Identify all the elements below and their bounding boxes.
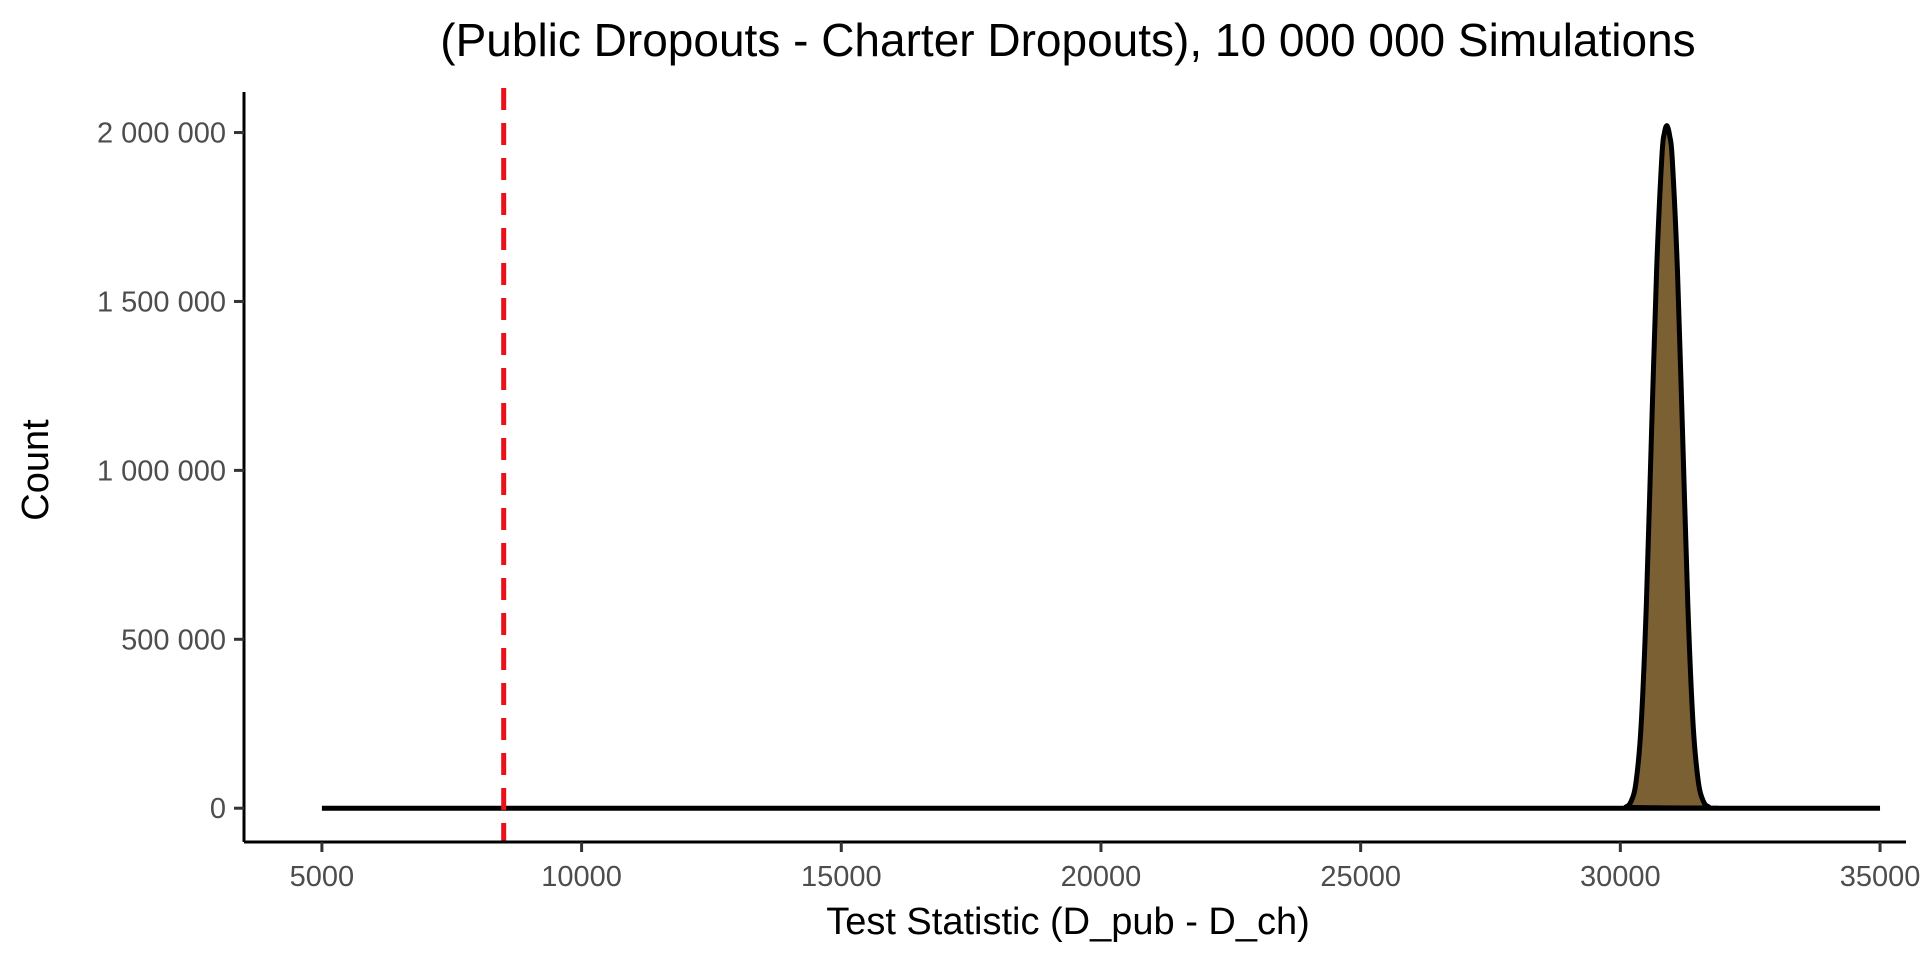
y-axis-label: Count bbox=[15, 419, 57, 521]
density-line-0 bbox=[321, 123, 1881, 811]
x-tick-label: 5000 bbox=[290, 861, 355, 893]
x-tick-label: 30000 bbox=[1580, 861, 1661, 893]
x-tick-label: 15000 bbox=[801, 861, 882, 893]
density-area-0 bbox=[321, 125, 1881, 809]
plot-area bbox=[321, 88, 1881, 842]
y-tick-label: 1 000 000 bbox=[97, 455, 226, 487]
x-axis: 5000 10000 15000 20000 25000 30000 35000 bbox=[244, 840, 1920, 893]
x-tick-label: 35000 bbox=[1840, 861, 1920, 893]
y-tick-label: 500 000 bbox=[121, 624, 226, 656]
x-tick-label: 10000 bbox=[541, 861, 622, 893]
y-tick-label: 1 500 000 bbox=[97, 286, 226, 318]
x-tick-label: 25000 bbox=[1320, 861, 1401, 893]
x-tick-label: 20000 bbox=[1061, 861, 1142, 893]
x-axis-label: Test Statistic (D_pub - D_ch) bbox=[826, 901, 1310, 943]
y-tick-label: 0 bbox=[210, 793, 226, 825]
y-tick-label: 2 000 000 bbox=[97, 118, 226, 150]
chart-title: (Public Dropouts - Charter Dropouts), 10… bbox=[440, 14, 1695, 66]
y-axis: 0 500 000 1 000 000 1 500 000 2 000 000 bbox=[97, 92, 246, 842]
